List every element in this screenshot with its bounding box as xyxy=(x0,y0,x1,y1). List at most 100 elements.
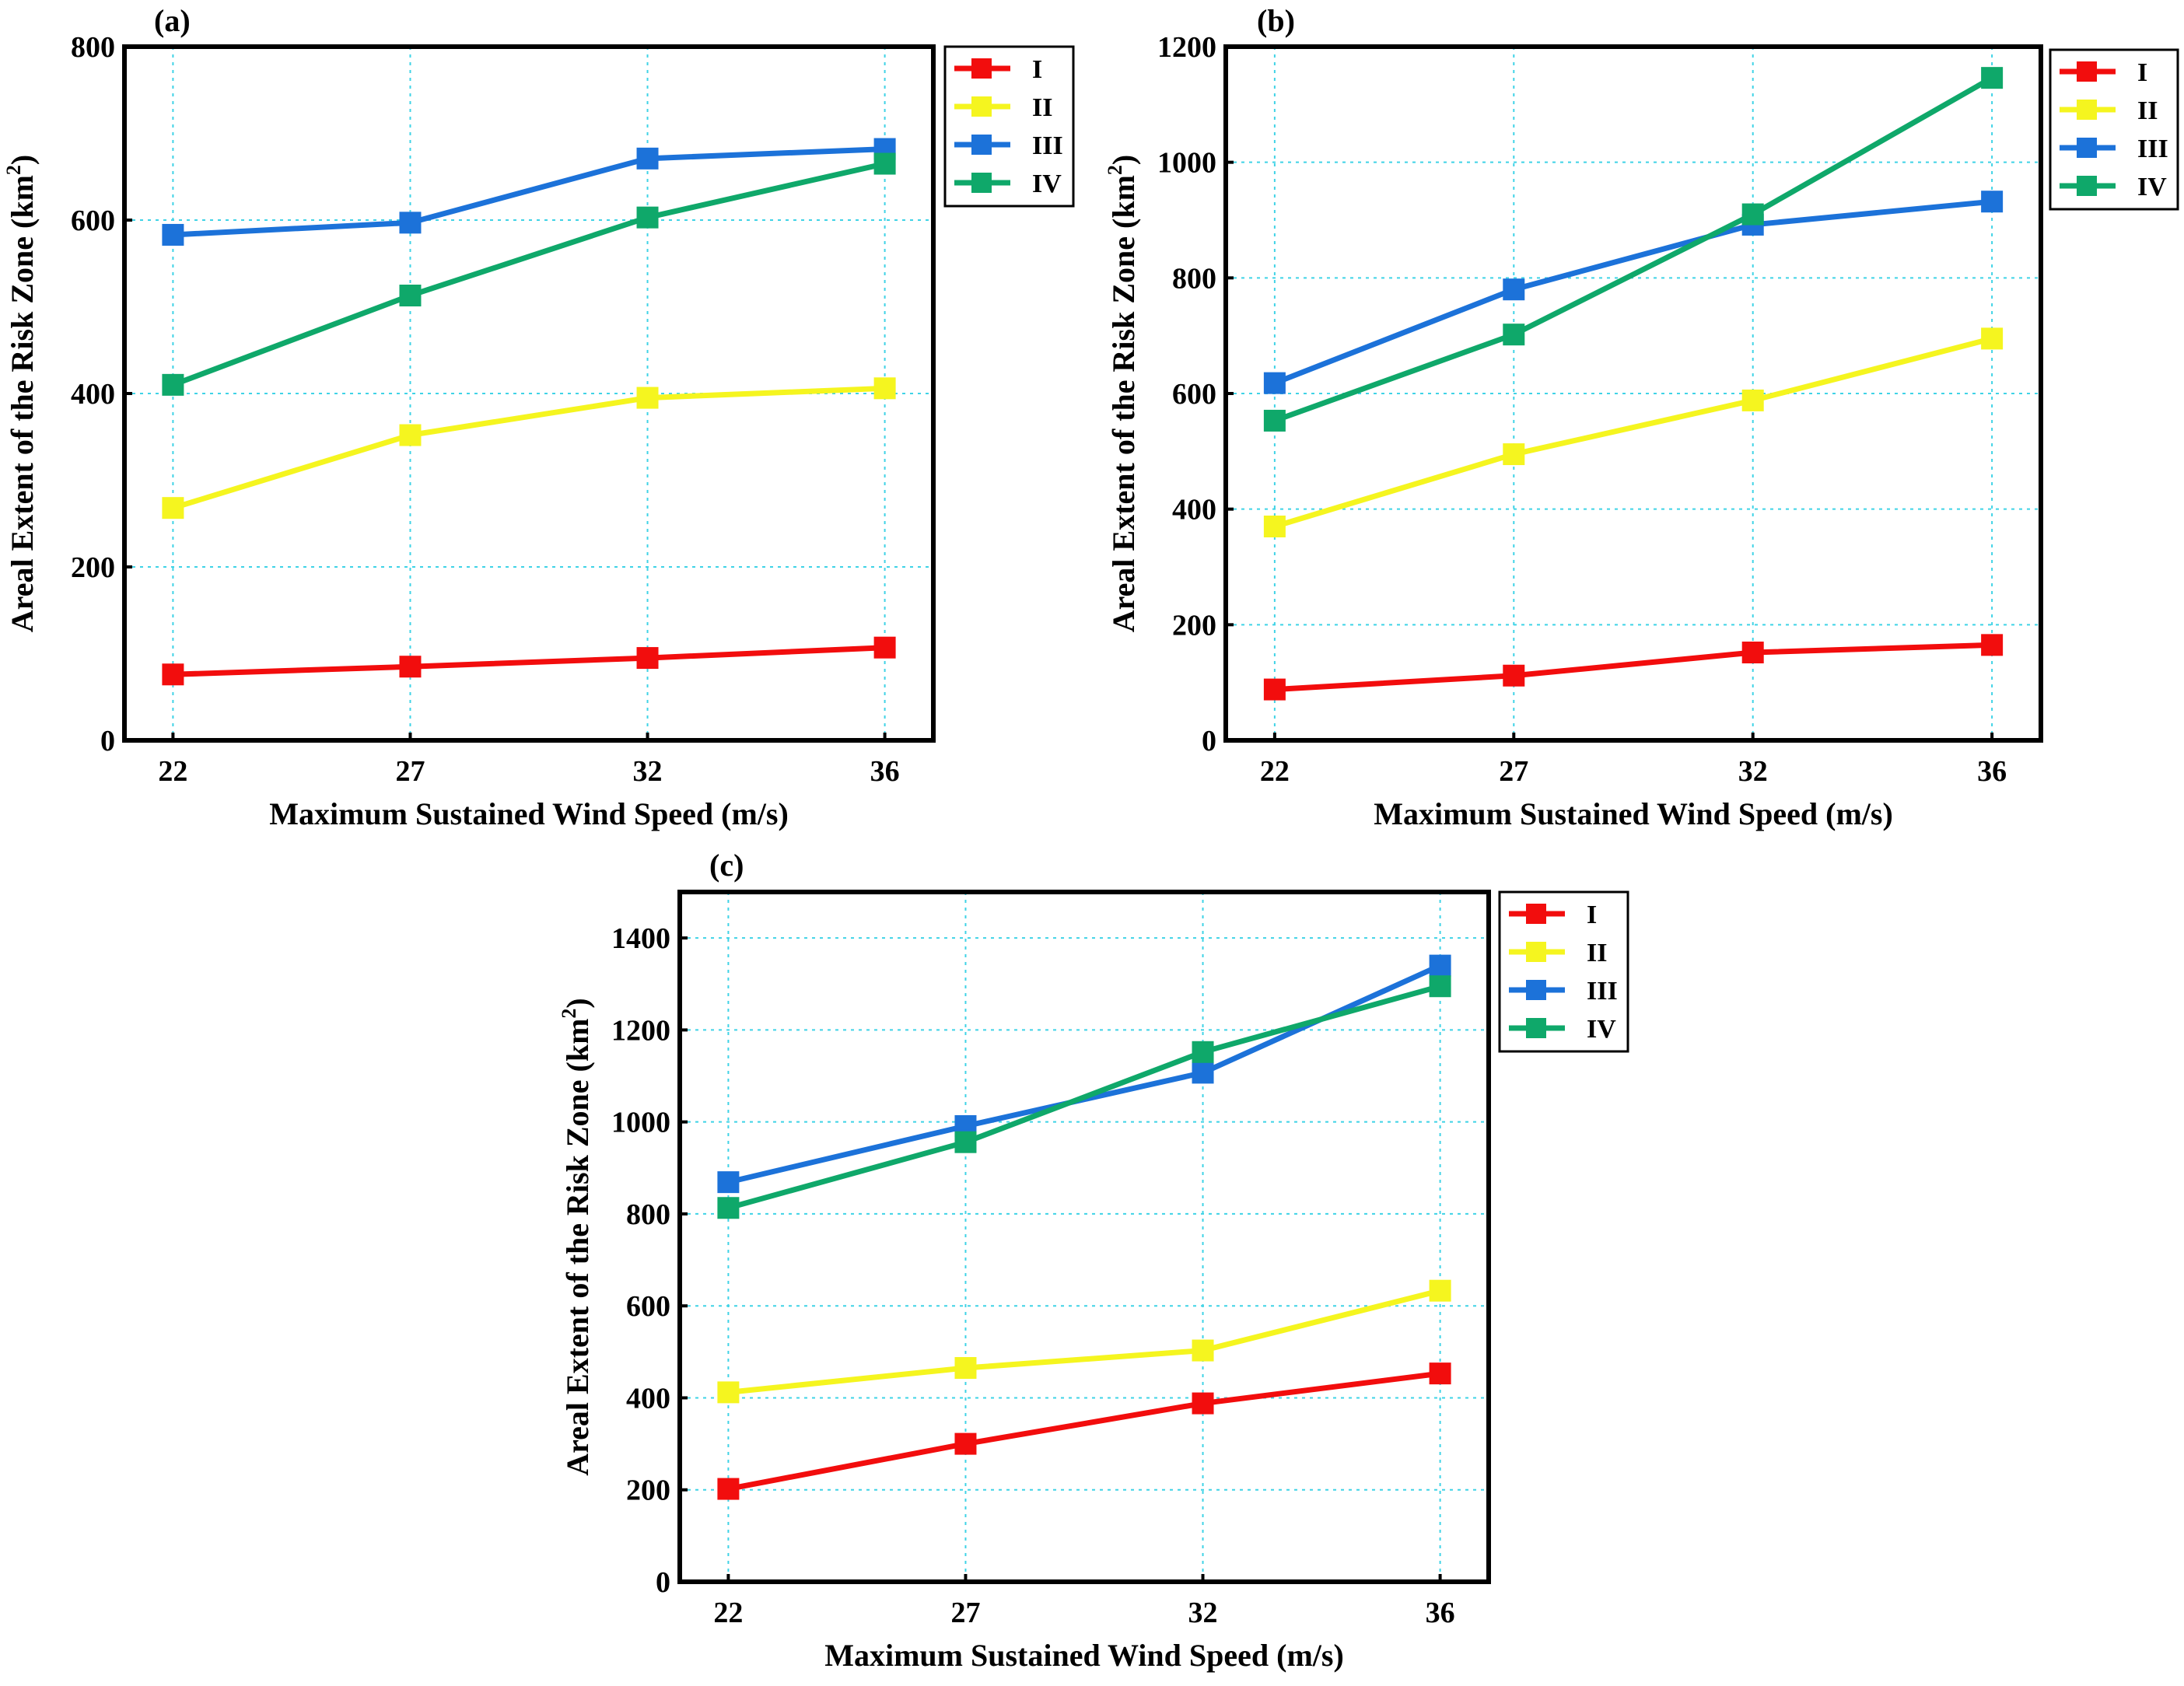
series-line-II xyxy=(728,1288,1441,1395)
data-point-II xyxy=(1981,327,2004,350)
legend-label-IV: IV xyxy=(1587,1015,1616,1044)
y-tick-label: 600 xyxy=(1172,378,1216,411)
data-point-IV xyxy=(636,206,659,229)
legend-label-III: III xyxy=(1587,977,1618,1006)
x-tick-label: 32 xyxy=(1738,755,1768,788)
data-point-IV xyxy=(1741,203,1764,226)
y-tick-label: 800 xyxy=(71,31,115,64)
legend-swatch-marker xyxy=(971,58,992,79)
data-point-III xyxy=(1429,954,1451,977)
panel-label: (c) xyxy=(709,848,744,883)
x-tick-label: 22 xyxy=(713,1597,743,1629)
legend-swatch-marker xyxy=(971,135,992,155)
data-point-IV xyxy=(162,373,184,396)
data-point-III xyxy=(162,223,184,246)
data-point-I xyxy=(1503,664,1525,687)
legend-swatch-marker xyxy=(2077,61,2097,82)
data-point-III xyxy=(636,147,659,170)
data-point-I xyxy=(873,636,896,659)
legend-label-III: III xyxy=(1032,131,1063,160)
legend-label-II: II xyxy=(1587,939,1607,967)
y-tick-label: 200 xyxy=(1172,609,1216,642)
legend-box xyxy=(1498,890,1629,1053)
x-axis-label: Maximum Sustained Wind Speed (m/s) xyxy=(269,796,789,831)
data-point-III xyxy=(1263,372,1286,394)
y-tick-label: 1400 xyxy=(611,922,670,955)
data-point-IV xyxy=(954,1131,977,1153)
y-axis-label: Areal Extent of the Risk Zone (km2) xyxy=(2,155,40,632)
data-point-II xyxy=(1263,515,1286,537)
y-tick-label: 0 xyxy=(100,725,115,757)
series-line-I xyxy=(727,1370,1441,1492)
chart-panel-b: 0 200 400 600 800 1000 1200 22 27 32 36 (b) Maximum … xyxy=(1104,3,2179,831)
data-point-I xyxy=(1741,642,1764,664)
data-point-IV xyxy=(1981,67,2004,89)
y-tick-label: 1200 xyxy=(1157,31,1216,64)
data-point-II xyxy=(1192,1339,1214,1362)
data-point-II xyxy=(873,377,896,400)
y-tick-label: 400 xyxy=(1172,494,1216,526)
y-tick-label: 800 xyxy=(1172,262,1216,295)
legend-swatch-marker xyxy=(1526,942,1546,962)
data-point-IV xyxy=(1429,975,1451,998)
x-tick-label: 32 xyxy=(633,755,663,788)
data-point-II xyxy=(162,497,184,519)
data-point-IV xyxy=(1263,409,1286,432)
series-line-IV xyxy=(727,983,1441,1211)
data-point-IV xyxy=(1192,1041,1214,1063)
legend-label-IV: IV xyxy=(2137,173,2167,201)
x-axis-label: Maximum Sustained Wind Speed (m/s) xyxy=(1374,796,1893,831)
legend-label-I: I xyxy=(1032,55,1042,84)
legend-swatch-marker xyxy=(2077,100,2097,120)
legend-label-I: I xyxy=(1587,901,1597,929)
y-tick-label: 800 xyxy=(626,1198,670,1231)
series-line-III xyxy=(727,963,1442,1185)
panel-label: (a) xyxy=(154,3,191,38)
legend-swatch-marker xyxy=(971,96,992,117)
legend-label-II: II xyxy=(1032,93,1052,122)
series-line-II xyxy=(1273,335,1993,530)
series-line-I xyxy=(173,645,885,677)
series-line-IV xyxy=(172,161,886,388)
series-line-I xyxy=(1274,642,1993,693)
data-point-I xyxy=(1429,1362,1451,1385)
x-tick-label: 27 xyxy=(1499,755,1528,788)
data-point-I xyxy=(954,1432,977,1455)
y-tick-label: 400 xyxy=(71,378,115,411)
x-axis-label: Maximum Sustained Wind Speed (m/s) xyxy=(824,1638,1344,1673)
legend-label-III: III xyxy=(2137,135,2168,163)
chart-panel-c: 0 200 400 600 800 1000 1200 1400 22 27 32 36 (c) Maxi… xyxy=(558,848,1629,1673)
y-tick-label: 400 xyxy=(626,1382,670,1415)
data-point-III xyxy=(399,212,422,234)
data-point-II xyxy=(1429,1279,1451,1302)
y-tick-label: 1000 xyxy=(1157,147,1216,180)
data-point-III xyxy=(1981,191,2004,213)
y-tick-label: 1200 xyxy=(611,1014,670,1047)
x-tick-label: 27 xyxy=(950,1597,980,1629)
x-tick-label: 36 xyxy=(1977,755,2007,788)
data-point-I xyxy=(399,656,422,678)
y-axis-label: Areal Extent of the Risk Zone (km2) xyxy=(1104,155,1141,632)
data-point-III xyxy=(717,1171,740,1194)
legend-box xyxy=(2049,48,2179,211)
data-point-IV xyxy=(717,1197,740,1219)
data-point-II xyxy=(399,424,422,446)
y-tick-label: 200 xyxy=(626,1474,670,1507)
data-point-I xyxy=(636,647,659,670)
legend-swatch-marker xyxy=(2077,138,2097,158)
data-point-III xyxy=(1192,1062,1214,1084)
data-point-II xyxy=(717,1381,740,1404)
y-tick-label: 600 xyxy=(626,1290,670,1323)
data-point-IV xyxy=(1503,324,1525,346)
panel-label: (b) xyxy=(1257,3,1295,38)
legend-swatch-marker xyxy=(2077,176,2097,196)
legend-label-II: II xyxy=(2137,96,2158,125)
y-tick-label: 0 xyxy=(656,1566,670,1599)
x-tick-label: 36 xyxy=(1426,1597,1455,1629)
data-point-I xyxy=(162,663,184,686)
series-line-II xyxy=(172,385,885,511)
legend-swatch-marker xyxy=(1526,980,1546,1000)
